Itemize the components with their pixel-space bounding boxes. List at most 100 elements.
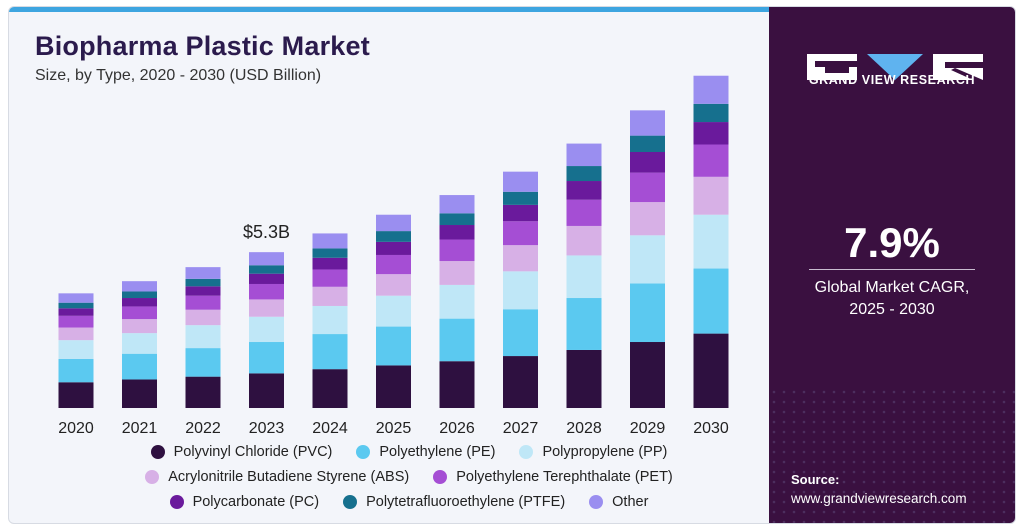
bar-segment-2030-s0: [693, 333, 729, 408]
bar-segment-2021-s7: [122, 281, 157, 292]
brand-name: GRAND VIEW RESEARCH: [808, 73, 976, 87]
bar-segment-2030-s3: [693, 176, 729, 215]
x-tick-label: 2030: [693, 420, 729, 437]
cagr-label: Global Market CAGR, 2025 - 2030: [769, 277, 1015, 321]
bar-segment-2026-s6: [439, 213, 475, 226]
bar-segment-2021-s2: [122, 333, 157, 354]
grand-view-research-logo: [807, 54, 983, 80]
legend-item-pp: Polypropylene (PP): [519, 444, 667, 460]
x-tick-label: 2023: [249, 420, 285, 437]
chart-legend: Polyvinyl Chloride (PVC) Polyethylene (P…: [49, 439, 769, 514]
cagr-label-line2: 2025 - 2030: [849, 301, 935, 318]
bar-segment-2020-s0: [58, 382, 94, 408]
bar-segment-2025-s6: [376, 231, 411, 242]
bar-segment-2028-s3: [566, 225, 602, 256]
legend-label: Acrylonitrile Butadiene Styrene (ABS): [168, 468, 410, 485]
bar-segment-2020-s6: [58, 302, 94, 309]
bar-segment-2021-s4: [122, 306, 157, 320]
legend-item-pet: Polyethylene Terephthalate (PET): [433, 469, 673, 485]
bar-segment-2030-s7: [693, 75, 729, 104]
legend-item-other: Other: [589, 494, 648, 510]
bar-segment-2027-s6: [503, 191, 538, 205]
chart-subtitle: Size, by Type, 2020 - 2030 (USD Billion): [35, 67, 322, 84]
bar-segment-2029-s4: [630, 172, 665, 203]
bar-segment-2023-s0: [249, 373, 284, 408]
bar-segment-2022-s2: [185, 325, 221, 349]
bar-segment-2021-s6: [122, 291, 157, 299]
bar-segment-2028-s4: [566, 199, 602, 226]
bar-segment-2026-s3: [439, 261, 475, 285]
legend-label: Other: [612, 493, 649, 510]
chart-title: Biopharma Plastic Market: [35, 31, 370, 61]
bar-segment-2022-s6: [185, 278, 221, 287]
bar-segment-2027-s0: [503, 356, 538, 408]
x-tick-label: 2025: [376, 420, 412, 437]
x-tick-label: 2029: [630, 420, 666, 437]
legend-label: Polyvinyl Chloride (PVC): [173, 443, 333, 460]
bar-segment-2030-s4: [693, 144, 729, 177]
decorative-dot-pattern: [772, 390, 1015, 523]
legend-swatch: [145, 469, 160, 484]
bar-segment-2025-s4: [376, 254, 411, 275]
x-tick-label: 2020: [58, 420, 94, 437]
bar-segment-2027-s2: [503, 271, 538, 310]
bar-segment-2023-s5: [249, 273, 284, 284]
legend-item-pe: Polyethylene (PE): [356, 444, 495, 460]
bar-segment-2024-s7: [312, 233, 348, 249]
x-tick-label: 2027: [503, 420, 539, 437]
bar-segment-2024-s6: [312, 248, 348, 258]
bar-segment-2026-s2: [439, 284, 475, 319]
bar-segment-2023-s4: [249, 283, 284, 300]
legend-row-1: Polyvinyl Chloride (PVC) Polyethylene (P…: [49, 439, 769, 464]
cagr-value: 7.9%: [844, 219, 940, 266]
bar-segment-2029-s7: [630, 110, 665, 136]
bar-segment-2029-s6: [630, 135, 665, 153]
bar-segment-2026-s5: [439, 225, 475, 240]
source-label: Source:: [791, 472, 840, 487]
bar-segment-2028-s7: [566, 143, 602, 167]
bar-segment-2025-s3: [376, 274, 411, 296]
bar-segment-2021-s3: [122, 319, 157, 334]
source-url: www.grandviewresearch.com: [791, 491, 967, 506]
cagr-label-line1: Global Market CAGR,: [814, 279, 970, 296]
x-tick-label: 2028: [566, 420, 602, 437]
bar-segment-2024-s0: [312, 369, 348, 408]
bar-segment-2027-s5: [503, 204, 538, 222]
bar-segment-2022-s5: [185, 286, 221, 296]
bar-segment-2025-s2: [376, 295, 411, 327]
legend-row-2: Acrylonitrile Butadiene Styrene (ABS) Po…: [49, 464, 769, 489]
bar-segment-2021-s1: [122, 353, 157, 380]
bar-segment-2024-s1: [312, 334, 348, 370]
bar-segment-2030-s2: [693, 214, 729, 269]
accent-bar: [9, 7, 769, 12]
legend-swatch: [519, 444, 534, 459]
bar-segment-2028-s6: [566, 166, 602, 182]
side-panel: GRAND VIEW RESEARCH 7.9% Global Market C…: [769, 7, 1015, 523]
bar-segment-2026-s4: [439, 239, 475, 262]
bar-segment-2029-s2: [630, 235, 665, 284]
bar-segment-2030-s1: [693, 268, 729, 334]
bar-segment-2029-s0: [630, 342, 665, 408]
legend-swatch: [169, 494, 184, 509]
bar-segment-2022-s0: [185, 376, 221, 408]
bar-segment-2026-s7: [439, 195, 475, 214]
bar-segment-2020-s3: [58, 327, 94, 341]
infographic-frame: 2020 2021 2022 2023 $5.3B 2024 2025 2026 2027 202…: [8, 6, 1016, 524]
bar-segment-2030-s6: [693, 103, 729, 123]
bar-segment-2026-s1: [439, 318, 475, 362]
legend-swatch: [356, 444, 371, 459]
bar-segment-2023-s1: [249, 342, 284, 374]
bar-segment-2025-s0: [376, 365, 411, 408]
bar-segment-2024-s2: [312, 305, 348, 335]
bar-segment-2028-s2: [566, 255, 602, 299]
bar-segment-2020-s2: [58, 340, 94, 359]
legend-label: Polytetrafluoroethylene (PTFE): [366, 493, 566, 510]
legend-swatch: [150, 444, 165, 459]
legend-item-abs: Acrylonitrile Butadiene Styrene (ABS): [145, 469, 409, 485]
bar-segment-2027-s1: [503, 309, 538, 357]
bar-segment-2028-s1: [566, 298, 602, 350]
bar-segment-2020-s7: [58, 293, 94, 303]
x-tick-label: 2024: [312, 420, 348, 437]
bar-segment-2022-s7: [185, 267, 221, 279]
bar-segment-2020-s5: [58, 308, 94, 316]
